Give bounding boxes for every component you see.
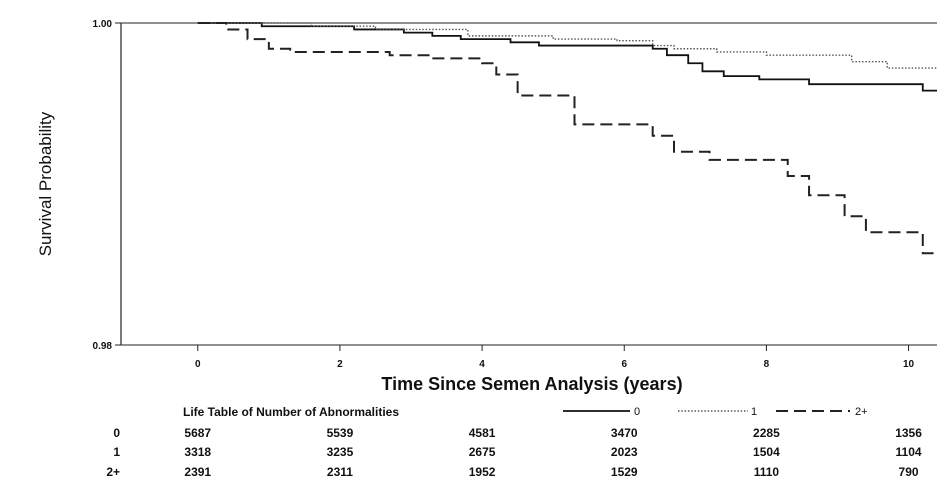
risk-cell: 1504: [753, 445, 780, 459]
risk-cell: 2675: [469, 445, 496, 459]
risk-cell: 2285: [753, 426, 780, 440]
risk-cell: 3318: [184, 445, 211, 459]
risk-cell: 5539: [327, 426, 354, 440]
x-axis: 0 2 4 6 8 10: [195, 345, 915, 370]
y-tick-label: 1.00: [93, 19, 113, 30]
risk-table: 0 5687 5539 4581 3470 2285 1356 1 3318 3235 2675 20…: [106, 426, 922, 479]
legend: Life Table of Number of Abnormalities 0 1…: [183, 405, 868, 419]
series-layer: [197, 22, 937, 255]
x-tick-label: 2: [337, 359, 343, 370]
x-tick-label: 4: [479, 359, 485, 370]
legend-title: Life Table of Number of Abnormalities: [183, 405, 399, 419]
risk-cell: 4581: [469, 426, 496, 440]
legend-label: 2+: [855, 406, 868, 418]
legend-label: 1: [751, 406, 757, 418]
risk-cell: 1952: [469, 465, 496, 479]
risk-row-label: 2+: [106, 465, 120, 479]
legend-label: 0: [634, 406, 640, 418]
risk-cell: 2311: [327, 465, 353, 479]
risk-cell: 790: [899, 465, 919, 479]
series-line-1: [197, 22, 937, 69]
x-tick-label: 0: [195, 359, 201, 370]
risk-cell: 2391: [184, 465, 211, 479]
risk-row-label: 0: [113, 426, 120, 440]
risk-cell: 1110: [754, 465, 780, 479]
x-tick-label: 10: [903, 359, 915, 370]
risk-cell: 3470: [611, 426, 638, 440]
x-axis-title: Time Since Semen Analysis (years): [381, 374, 682, 394]
risk-cell: 1104: [896, 445, 922, 459]
risk-row-label: 1: [113, 445, 120, 459]
series-line-0: [197, 22, 937, 92]
x-tick-label: 6: [621, 359, 627, 370]
y-tick-label: 0.98: [93, 341, 113, 352]
risk-cell: 1529: [611, 465, 638, 479]
y-axis-title: Survival Probability: [36, 111, 55, 256]
x-tick-label: 8: [764, 359, 770, 370]
risk-cell: 3235: [327, 445, 354, 459]
risk-cell: 5687: [184, 426, 211, 440]
risk-cell: 1356: [895, 426, 922, 440]
risk-cell: 2023: [611, 445, 638, 459]
y-axis: 0.98 1.00: [93, 19, 121, 352]
